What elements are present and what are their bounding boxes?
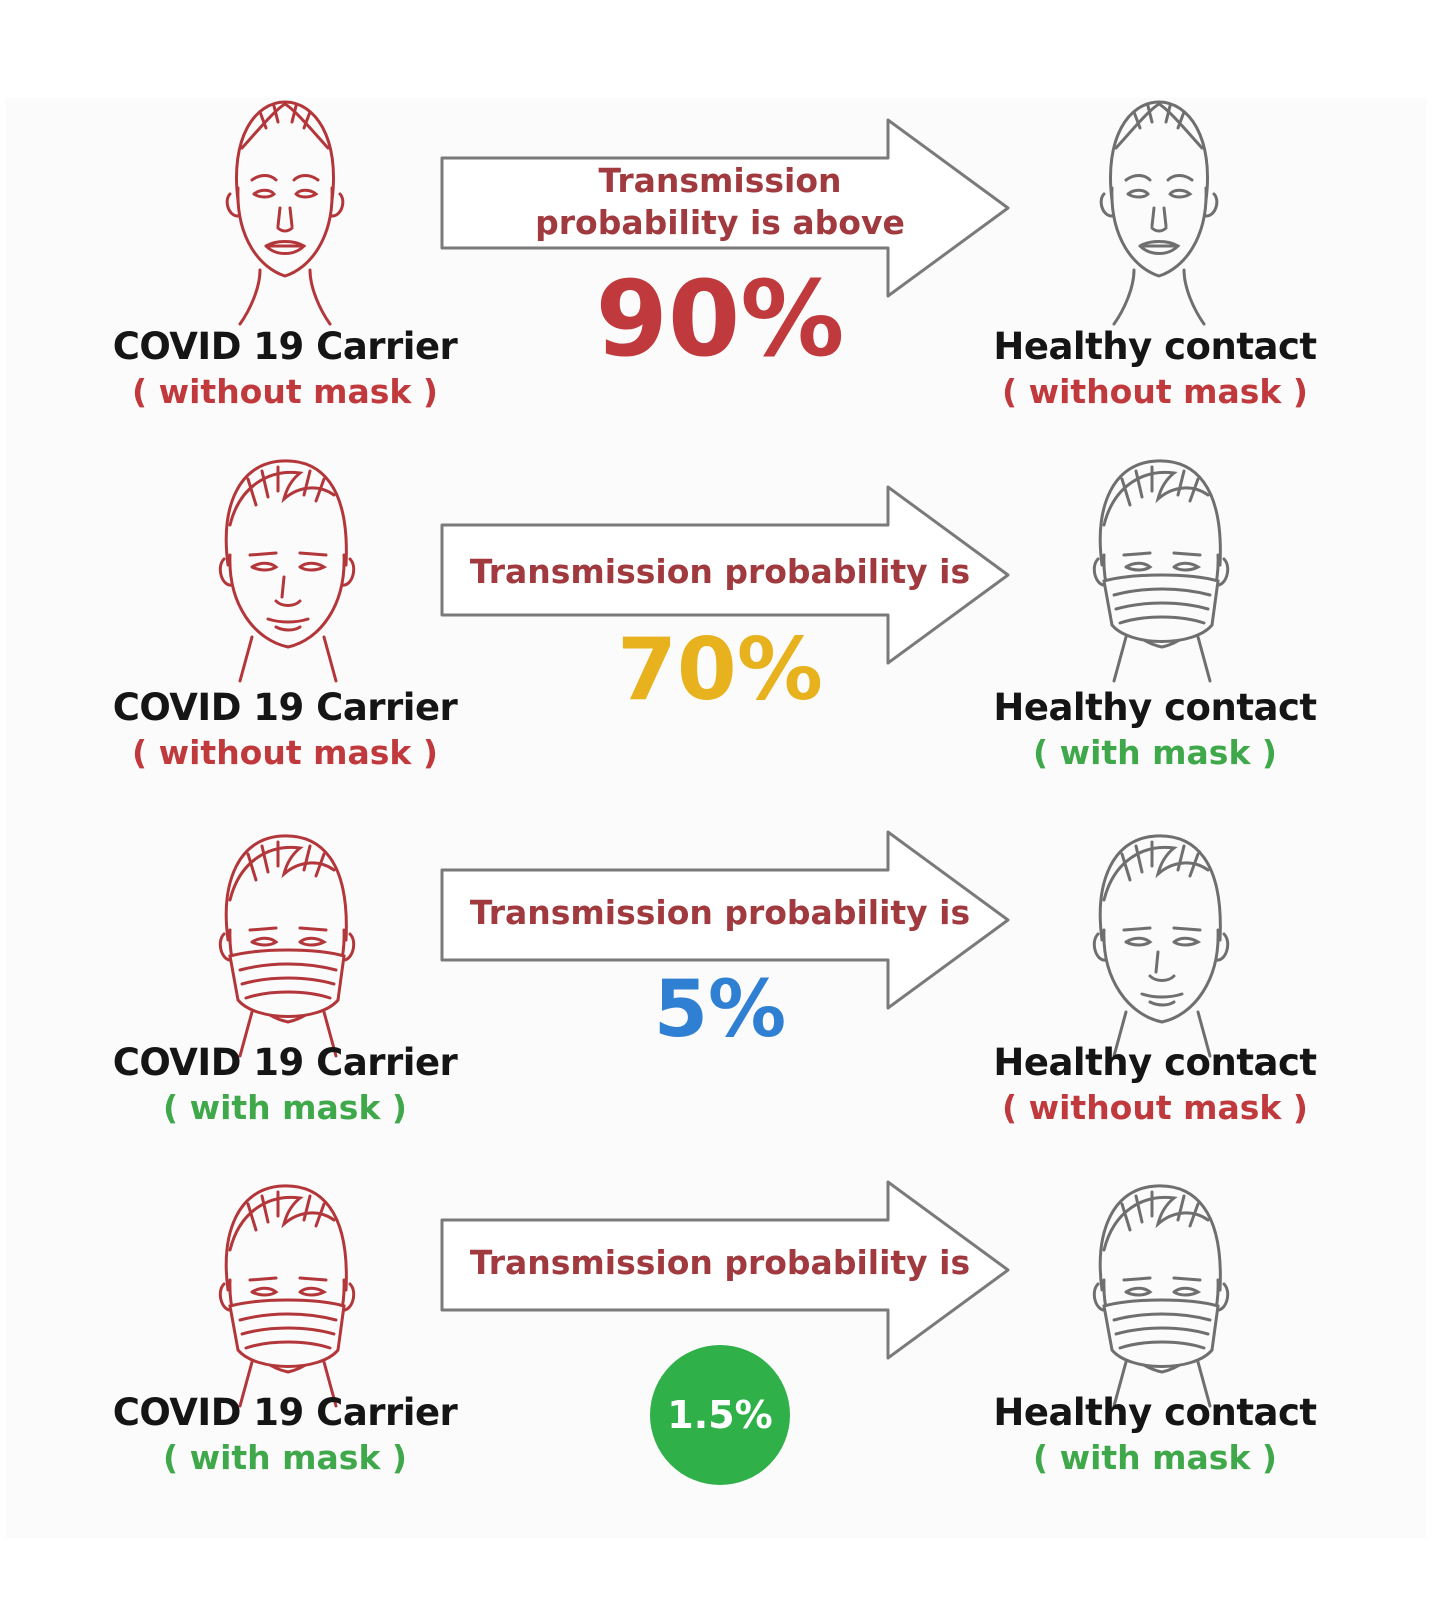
masked-male-face-icon (1092, 459, 1230, 683)
contact-mask-status: ( with mask ) (1033, 733, 1277, 772)
carrier-mask-status: ( with mask ) (163, 1088, 407, 1127)
contact-role: Healthy contact (993, 1041, 1317, 1084)
transmission-text: Transmission probability is (469, 552, 971, 591)
contact-mask-status: ( without mask ) (1002, 1088, 1308, 1127)
scenario-row-4: Transmission probability is 1.5% COVID 1… (0, 1180, 1440, 1510)
scenario-row-2: Transmission probability is 70% COVID 19… (0, 455, 1440, 785)
carrier-role: COVID 19 Carrier (112, 686, 458, 729)
carrier-label: COVID 19 Carrier ( without mask ) (75, 324, 495, 414)
carrier-mask-status: ( with mask ) (163, 1438, 407, 1477)
female-face-icon (225, 100, 345, 326)
probability-value: 90% (595, 258, 845, 380)
probability-badge: 1.5% (650, 1345, 790, 1485)
transmission-text: Transmission probability is above (535, 161, 905, 242)
contact-label: Healthy contact ( without mask ) (945, 1040, 1365, 1130)
contact-mask-status: ( with mask ) (1033, 1438, 1277, 1477)
transmission-text: Transmission probability is (469, 1243, 971, 1282)
carrier-role: COVID 19 Carrier (112, 1391, 458, 1434)
carrier-role: COVID 19 Carrier (112, 1041, 458, 1084)
contact-label: Healthy contact ( without mask ) (945, 324, 1365, 414)
carrier-label: COVID 19 Carrier ( with mask ) (75, 1390, 495, 1480)
masked-male-face-icon (218, 834, 356, 1058)
masked-male-face-icon (1092, 1184, 1230, 1408)
contact-label: Healthy contact ( with mask ) (945, 1390, 1365, 1480)
arrow-right-icon (440, 1180, 1010, 1360)
contact-role: Healthy contact (993, 1391, 1317, 1434)
carrier-label: COVID 19 Carrier ( without mask ) (75, 685, 495, 775)
scenario-row-3: Transmission probability is 5% COVID 19 … (0, 830, 1440, 1160)
probability-value: 70% (617, 620, 823, 720)
contact-mask-status: ( without mask ) (1002, 372, 1308, 411)
transmission-text: Transmission probability is (469, 893, 971, 932)
male-face-icon (1092, 834, 1230, 1058)
contact-role: Healthy contact (993, 686, 1317, 729)
probability-value: 5% (653, 965, 787, 1055)
contact-role: Healthy contact (993, 325, 1317, 368)
male-face-icon (218, 459, 356, 683)
carrier-role: COVID 19 Carrier (112, 325, 458, 368)
arrow-right-icon (440, 485, 1010, 665)
masked-male-face-icon (218, 1184, 356, 1408)
carrier-label: COVID 19 Carrier ( with mask ) (75, 1040, 495, 1130)
carrier-mask-status: ( without mask ) (132, 372, 438, 411)
scenario-row-1: Transmission probability is above 90% CO… (0, 98, 1440, 428)
probability-value: 1.5% (667, 1393, 773, 1437)
carrier-mask-status: ( without mask ) (132, 733, 438, 772)
arrow-right-icon (440, 830, 1010, 1010)
female-face-icon (1099, 100, 1219, 326)
contact-label: Healthy contact ( with mask ) (945, 685, 1365, 775)
arrow-right-icon (440, 118, 1010, 298)
